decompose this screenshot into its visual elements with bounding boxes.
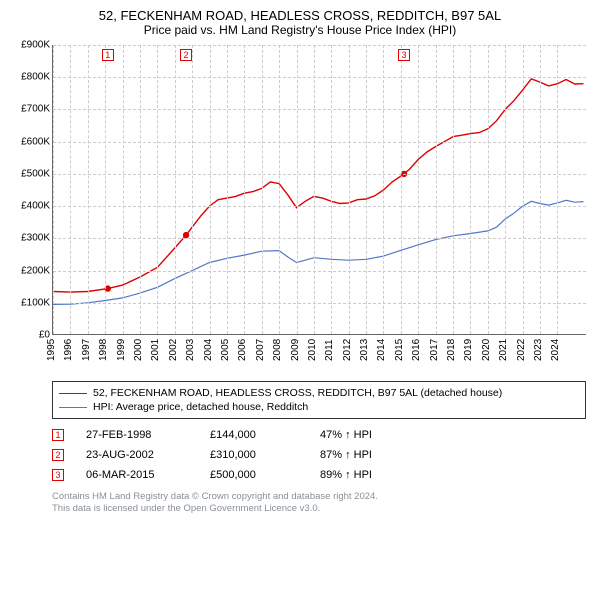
y-tick-label: £800K	[21, 72, 50, 83]
events-table: 1 27-FEB-1998£144,00047% ↑ HPI 2 23-AUG-200…	[52, 425, 586, 485]
x-tick-label: 2022	[516, 339, 527, 361]
footer-attribution: Contains HM Land Registry data © Crown c…	[52, 491, 586, 516]
chart-svg	[53, 45, 587, 335]
event-pct: 89% ↑ HPI	[320, 469, 440, 481]
event-price: £310,000	[210, 449, 320, 461]
legend-row: 52, FECKENHAM ROAD, HEADLESS CROSS, REDD…	[59, 386, 579, 400]
y-tick-label: £500K	[21, 168, 50, 179]
legend-box: 52, FECKENHAM ROAD, HEADLESS CROSS, REDD…	[52, 381, 586, 419]
sale-marker-label: 1	[102, 49, 114, 61]
plot-region: 1 2 3	[52, 45, 586, 335]
legend-swatch	[59, 407, 87, 408]
event-number-box: 1	[52, 429, 64, 441]
x-tick-label: 2005	[220, 339, 231, 361]
x-tick-label: 2003	[185, 339, 196, 361]
x-tick-label: 2000	[133, 339, 144, 361]
y-tick-label: £700K	[21, 104, 50, 115]
x-tick-label: 2019	[463, 339, 474, 361]
x-tick-label: 2009	[290, 339, 301, 361]
event-number-box: 2	[52, 449, 64, 461]
event-number-box: 3	[52, 469, 64, 481]
x-tick-label: 2012	[342, 339, 353, 361]
y-tick-label: £300K	[21, 233, 50, 244]
y-tick-label: £900K	[21, 40, 50, 51]
chart-subtitle: Price paid vs. HM Land Registry's House …	[8, 23, 592, 37]
x-tick-label: 2011	[324, 339, 335, 361]
x-tick-label: 2014	[376, 339, 387, 361]
y-tick-label: £200K	[21, 265, 50, 276]
legend-row: HPI: Average price, detached house, Redd…	[59, 400, 579, 414]
event-price: £144,000	[210, 429, 320, 441]
property-line	[53, 79, 584, 292]
sale-marker-label: 2	[180, 49, 192, 61]
legend-label: 52, FECKENHAM ROAD, HEADLESS CROSS, REDD…	[93, 387, 502, 399]
x-axis-labels: 1995199619971998199920002001200220032004…	[52, 337, 586, 375]
event-date: 06-MAR-2015	[86, 469, 210, 481]
x-tick-label: 1998	[98, 339, 109, 361]
chart-title: 52, FECKENHAM ROAD, HEADLESS CROSS, REDD…	[8, 8, 592, 23]
event-row: 2 23-AUG-2002£310,00087% ↑ HPI	[52, 445, 586, 465]
x-tick-label: 2010	[307, 339, 318, 361]
legend-swatch	[59, 393, 87, 394]
y-tick-label: £100K	[21, 297, 50, 308]
x-tick-label: 2002	[168, 339, 179, 361]
hpi-line	[53, 200, 584, 304]
x-tick-label: 2020	[481, 339, 492, 361]
x-tick-label: 2015	[394, 339, 405, 361]
legend-label: HPI: Average price, detached house, Redd…	[93, 401, 308, 413]
x-tick-label: 2021	[498, 339, 509, 361]
event-pct: 87% ↑ HPI	[320, 449, 440, 461]
event-pct: 47% ↑ HPI	[320, 429, 440, 441]
x-tick-label: 2024	[550, 339, 561, 361]
x-tick-label: 2017	[429, 339, 440, 361]
sale-marker-label: 3	[398, 49, 410, 61]
chart-area: £0£100K£200K£300K£400K£500K£600K£700K£80…	[8, 45, 592, 375]
footer-line1: Contains HM Land Registry data © Crown c…	[52, 491, 586, 503]
x-tick-label: 1995	[46, 339, 57, 361]
event-row: 1 27-FEB-1998£144,00047% ↑ HPI	[52, 425, 586, 445]
event-row: 3 06-MAR-2015£500,00089% ↑ HPI	[52, 465, 586, 485]
x-tick-label: 2008	[272, 339, 283, 361]
footer-line2: This data is licensed under the Open Gov…	[52, 503, 586, 515]
event-date: 23-AUG-2002	[86, 449, 210, 461]
x-tick-label: 2013	[359, 339, 370, 361]
event-date: 27-FEB-1998	[86, 429, 210, 441]
x-tick-label: 2007	[255, 339, 266, 361]
x-tick-label: 2018	[446, 339, 457, 361]
x-tick-label: 2001	[150, 339, 161, 361]
x-tick-label: 2004	[203, 339, 214, 361]
y-tick-label: £400K	[21, 201, 50, 212]
x-tick-label: 2006	[237, 339, 248, 361]
event-price: £500,000	[210, 469, 320, 481]
x-tick-label: 1996	[63, 339, 74, 361]
y-axis-labels: £0£100K£200K£300K£400K£500K£600K£700K£80…	[8, 45, 52, 335]
x-tick-label: 1997	[81, 339, 92, 361]
x-tick-label: 2023	[533, 339, 544, 361]
y-tick-label: £600K	[21, 136, 50, 147]
x-tick-label: 2016	[411, 339, 422, 361]
x-tick-label: 1999	[116, 339, 127, 361]
